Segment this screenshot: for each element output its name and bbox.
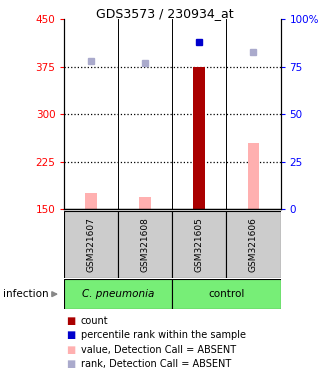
Text: C. pneumonia: C. pneumonia [82, 289, 154, 299]
Bar [248, 143, 259, 209]
Text: ■: ■ [66, 345, 75, 355]
Bar [64, 279, 173, 309]
Text: percentile rank within the sample: percentile rank within the sample [81, 330, 246, 340]
Bar [118, 211, 173, 278]
Text: infection: infection [3, 289, 49, 299]
Text: count: count [81, 316, 109, 326]
Text: GDS3573 / 230934_at: GDS3573 / 230934_at [96, 7, 234, 20]
Text: control: control [208, 289, 245, 299]
Text: value, Detection Call = ABSENT: value, Detection Call = ABSENT [81, 345, 236, 355]
Bar [173, 279, 280, 309]
Text: GSM321606: GSM321606 [249, 217, 258, 272]
Text: rank, Detection Call = ABSENT: rank, Detection Call = ABSENT [81, 359, 231, 369]
Bar [193, 67, 205, 209]
Text: GSM321608: GSM321608 [141, 217, 150, 272]
Text: ■: ■ [66, 316, 75, 326]
Bar [85, 194, 97, 209]
Bar [140, 197, 151, 209]
Text: ■: ■ [66, 359, 75, 369]
Text: ■: ■ [66, 330, 75, 340]
Bar [64, 211, 118, 278]
Text: GSM321605: GSM321605 [195, 217, 204, 272]
Text: GSM321607: GSM321607 [87, 217, 96, 272]
Bar [226, 211, 280, 278]
Bar [173, 211, 226, 278]
